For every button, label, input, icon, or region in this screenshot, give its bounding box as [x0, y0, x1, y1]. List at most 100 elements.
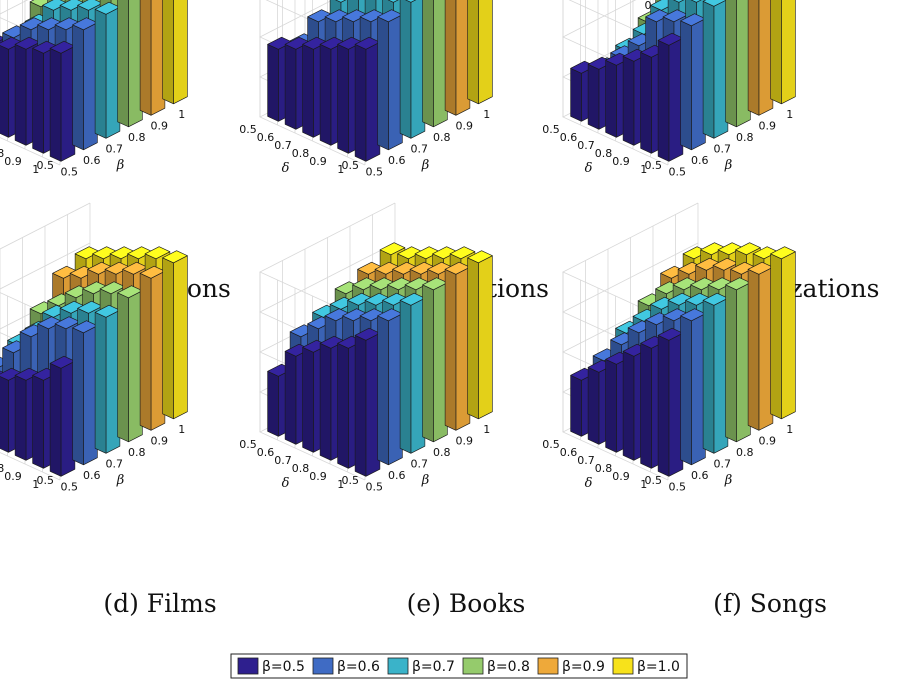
bar-top-face — [94, 1, 121, 15]
bar-top-face — [335, 0, 347, 3]
delta-tick-label: 1 — [337, 163, 344, 176]
bar — [725, 0, 751, 128]
bar — [14, 367, 41, 461]
delta-tick-label: 0.9 — [4, 155, 22, 168]
bar-top-face — [702, 0, 727, 7]
beta-axis-label: β — [421, 158, 430, 173]
panel-caption: (e) Books — [407, 589, 526, 618]
z-tick-label: 0.5 — [37, 159, 55, 172]
beta-tick-label: 1 — [178, 423, 185, 436]
bar-side-face — [444, 268, 457, 431]
bar-side-face — [94, 311, 107, 454]
delta-tick-label: 1 — [32, 478, 39, 491]
delta-tick-label: 1 — [337, 478, 344, 491]
bar-top-face — [77, 300, 103, 314]
legend-swatch — [537, 657, 559, 675]
beta-tick-label: 0.5 — [366, 480, 384, 493]
bar-side-face — [32, 374, 44, 469]
bar-side-face — [32, 47, 44, 154]
bar-side-face — [139, 0, 152, 116]
bar-side-face — [657, 334, 670, 477]
beta-tick-label: 0.9 — [759, 434, 777, 447]
beta-tick-label: 1 — [178, 108, 185, 121]
beta-tick-label: 1 — [786, 423, 793, 436]
bar-front-face — [173, 255, 188, 420]
bar-top-face — [49, 40, 76, 54]
bar — [377, 9, 403, 151]
chart-panel: 0.50.60.70.80.9Accuracy0.50.60.70.80.91β… — [239, 0, 549, 303]
z-tick-label: 0.5 — [342, 159, 360, 172]
bar-side-face — [422, 0, 434, 128]
bar-top-face — [122, 261, 148, 275]
bar-side-face — [337, 43, 349, 154]
bar — [467, 250, 493, 420]
bar — [680, 13, 706, 151]
bar-side-face — [302, 43, 314, 138]
z-tick-label: 0.5 — [342, 474, 360, 487]
beta-tick-label: 0.6 — [83, 154, 101, 167]
delta-tick-label: 0.6 — [560, 446, 578, 459]
bar-top-face — [399, 292, 426, 306]
bar-side-face — [680, 315, 692, 466]
beta-tick-label: 0.5 — [366, 165, 384, 178]
bar-side-face — [444, 0, 457, 116]
legend-swatch — [387, 657, 409, 675]
bar-side-face — [302, 346, 314, 453]
bar-side-face — [770, 0, 782, 105]
bar-top-face — [770, 246, 796, 260]
bars — [267, 242, 493, 477]
beta-tick-label: 0.6 — [691, 469, 709, 482]
delta-tick-label: 0.9 — [612, 470, 630, 483]
chart-panel: 0.50.60.70.80.9Accuracy0.50.60.70.80.91β… — [0, 0, 231, 303]
beta-tick-label: 0.7 — [411, 457, 429, 470]
bar-side-face — [284, 43, 297, 130]
bar — [399, 0, 426, 139]
beta-tick-label: 0.6 — [83, 469, 101, 482]
delta-tick-label: 0.8 — [0, 147, 4, 160]
bar-side-face — [94, 9, 107, 139]
beta-tick-label: 0.6 — [388, 469, 406, 482]
delta-tick-label: 0.5 — [542, 123, 560, 136]
delta-tick-label: 0.9 — [4, 470, 22, 483]
bar-side-face — [14, 374, 27, 461]
bar-top-face — [422, 277, 448, 291]
beta-tick-label: 0.7 — [106, 457, 124, 470]
delta-tick-label: 0.9 — [309, 470, 327, 483]
bar-top-face — [680, 13, 706, 27]
beta-axis-label: β — [724, 158, 733, 173]
bar-top-face — [99, 281, 126, 295]
z-tick-label: 0.5 — [645, 474, 663, 487]
bar-top-face — [379, 242, 406, 256]
bar — [139, 0, 166, 116]
legend-swatch — [237, 657, 259, 675]
bar-top-face — [680, 308, 706, 322]
delta-tick-label: 0.7 — [577, 454, 595, 467]
bar — [770, 246, 796, 420]
beta-tick-label: 0.5 — [669, 165, 687, 178]
bar-side-face — [267, 370, 279, 437]
legend-swatch — [462, 657, 484, 675]
bar — [747, 0, 774, 116]
beta-tick-label: 0.8 — [128, 446, 146, 459]
bar-side-face — [605, 358, 617, 453]
bar-top-face — [14, 36, 41, 50]
bar-side-face — [337, 342, 349, 469]
beta-tick-label: 0.7 — [411, 142, 429, 155]
bar-side-face — [747, 0, 760, 116]
delta-tick-label: 0.6 — [257, 446, 275, 459]
bar-front-face — [781, 251, 796, 420]
bar-top-face — [690, 0, 702, 3]
bars — [570, 242, 796, 477]
bar-side-face — [570, 374, 582, 437]
bar-top-face — [49, 355, 76, 369]
bar-top-face — [162, 250, 188, 264]
bar-side-face — [162, 0, 174, 105]
bar-side-face — [72, 327, 84, 466]
bar-side-face — [162, 257, 174, 420]
bar — [657, 32, 684, 162]
bar-top-face — [354, 327, 381, 341]
chart-panel: 0.50.60.70.80.9Accuracy0.50.60.70.80.91β… — [542, 202, 827, 618]
bar-top-face — [657, 32, 684, 46]
panel-caption: (f) Songs — [713, 589, 827, 618]
